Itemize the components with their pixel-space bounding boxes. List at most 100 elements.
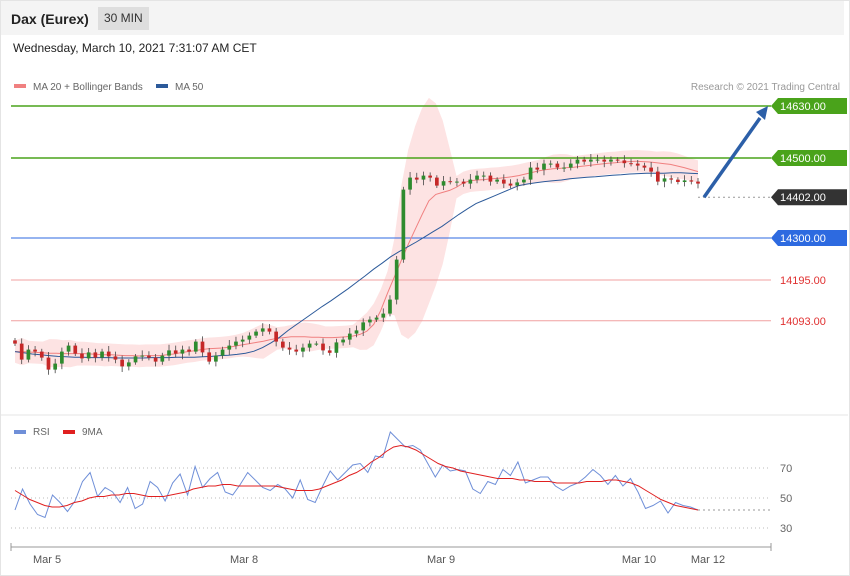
- candle-body: [254, 331, 258, 336]
- candle-50: [347, 328, 352, 345]
- candle-body: [662, 178, 667, 182]
- candle-body: [522, 179, 526, 183]
- candle-body: [562, 167, 566, 169]
- candle-14: [106, 346, 111, 362]
- candle-body: [354, 330, 359, 334]
- candle-34: [240, 335, 245, 348]
- candle-body: [140, 355, 145, 357]
- candle-94: [642, 162, 647, 171]
- x-axis-label-0: Mar 5: [33, 554, 61, 566]
- x-axis-label-3: Mar 10: [622, 554, 656, 566]
- legend-9ma-label: 9MA: [82, 427, 103, 438]
- legend-ma50-label: MA 50: [175, 82, 204, 93]
- x-axis-label-2: Mar 9: [427, 554, 455, 566]
- candle-75: [515, 178, 520, 191]
- candle-body: [200, 341, 205, 353]
- candle-49: [341, 336, 345, 346]
- candle-47: [327, 346, 332, 356]
- candle-59: [408, 172, 412, 195]
- x-axis: Mar 5 Mar 8 Mar 9 Mar 10 Mar 12: [10, 543, 772, 566]
- legend-ma20-label: MA 20 + Bollinger Bands: [33, 82, 143, 93]
- candle-102: [696, 178, 700, 189]
- candle-53: [368, 316, 372, 327]
- candle-body: [461, 181, 466, 184]
- rsi-tick-0: 70: [780, 463, 792, 475]
- candle-body: [73, 345, 78, 354]
- candle-97: [662, 174, 667, 188]
- candle-92: [629, 158, 633, 167]
- rsi-ma-line: [14, 444, 699, 511]
- candle-70: [481, 171, 486, 182]
- timestamp: Wednesday, March 10, 2021 7:31:07 AM CET: [13, 41, 257, 55]
- candles-layer: [13, 154, 700, 375]
- candle-body: [106, 351, 111, 357]
- candle-body: [214, 355, 218, 362]
- candle-101: [689, 176, 694, 185]
- candle-body: [267, 328, 272, 332]
- candle-body: [86, 352, 91, 359]
- candle-body: [307, 343, 312, 348]
- timeframe-button[interactable]: 30 MIN: [98, 7, 149, 30]
- candle-42: [294, 344, 299, 356]
- legend-rsi-swatch: [14, 430, 26, 434]
- candle-86: [589, 154, 593, 167]
- candle-body: [414, 177, 419, 180]
- candle-96: [655, 166, 660, 186]
- candle-74: [508, 179, 513, 189]
- forecast-arrow-shaft: [702, 116, 762, 199]
- candle-body: [39, 351, 44, 358]
- candle-body: [682, 180, 687, 182]
- legend-ma50-swatch: [156, 84, 168, 88]
- candle-body: [314, 343, 319, 345]
- candle-body: [696, 181, 700, 184]
- candle-55: [381, 308, 386, 322]
- candle-64: [441, 176, 446, 190]
- candle-27: [193, 339, 198, 354]
- candle-body: [66, 345, 71, 352]
- candle-89: [609, 156, 613, 166]
- candle-body: [468, 179, 473, 184]
- candle-87: [595, 154, 600, 164]
- level-labels: 14630.00 14500.00 14402.00 14300.00 14195.00…: [771, 98, 847, 328]
- candle-83: [568, 159, 573, 171]
- candle-body: [448, 181, 453, 183]
- candle-body: [368, 319, 372, 323]
- candle-56: [388, 295, 392, 317]
- instrument-title: Dax (Eurex): [11, 11, 89, 27]
- candle-21: [153, 354, 158, 367]
- candle-body: [187, 349, 191, 352]
- level-label-0: 14630.00: [780, 101, 826, 113]
- candle-body: [642, 165, 647, 168]
- candle-36: [254, 329, 258, 338]
- candle-body: [260, 328, 265, 332]
- candle-91: [622, 155, 627, 168]
- candle-body: [301, 347, 305, 352]
- candle-54: [374, 315, 379, 322]
- candle-body: [555, 163, 560, 168]
- candle-3: [33, 346, 37, 357]
- level-label-1: 14500.00: [780, 153, 826, 165]
- candle-body: [408, 177, 412, 190]
- candle-40: [281, 338, 285, 351]
- chart-header: Dax (Eurex) 30 MIN: [1, 1, 844, 35]
- candle-body: [153, 357, 158, 362]
- candle-7: [60, 347, 64, 370]
- candle-76: [522, 176, 526, 186]
- candle-95: [649, 162, 653, 177]
- bollinger-band-layer: [15, 97, 698, 368]
- candle-body: [535, 167, 540, 170]
- candle-body: [220, 349, 225, 356]
- copyright-text: Research © 2021 Trading Central: [691, 82, 840, 93]
- candle-41: [287, 342, 292, 355]
- candle-72: [495, 177, 499, 184]
- candle-16: [120, 355, 124, 372]
- candle-body: [455, 181, 459, 183]
- level-label-5: 14093.00: [780, 316, 826, 328]
- candle-body: [93, 352, 98, 358]
- candle-20: [147, 351, 151, 361]
- candle-body: [669, 178, 674, 180]
- candle-body: [287, 347, 292, 350]
- candle-18: [133, 354, 138, 365]
- candle-body: [100, 351, 104, 358]
- candle-67: [461, 178, 466, 187]
